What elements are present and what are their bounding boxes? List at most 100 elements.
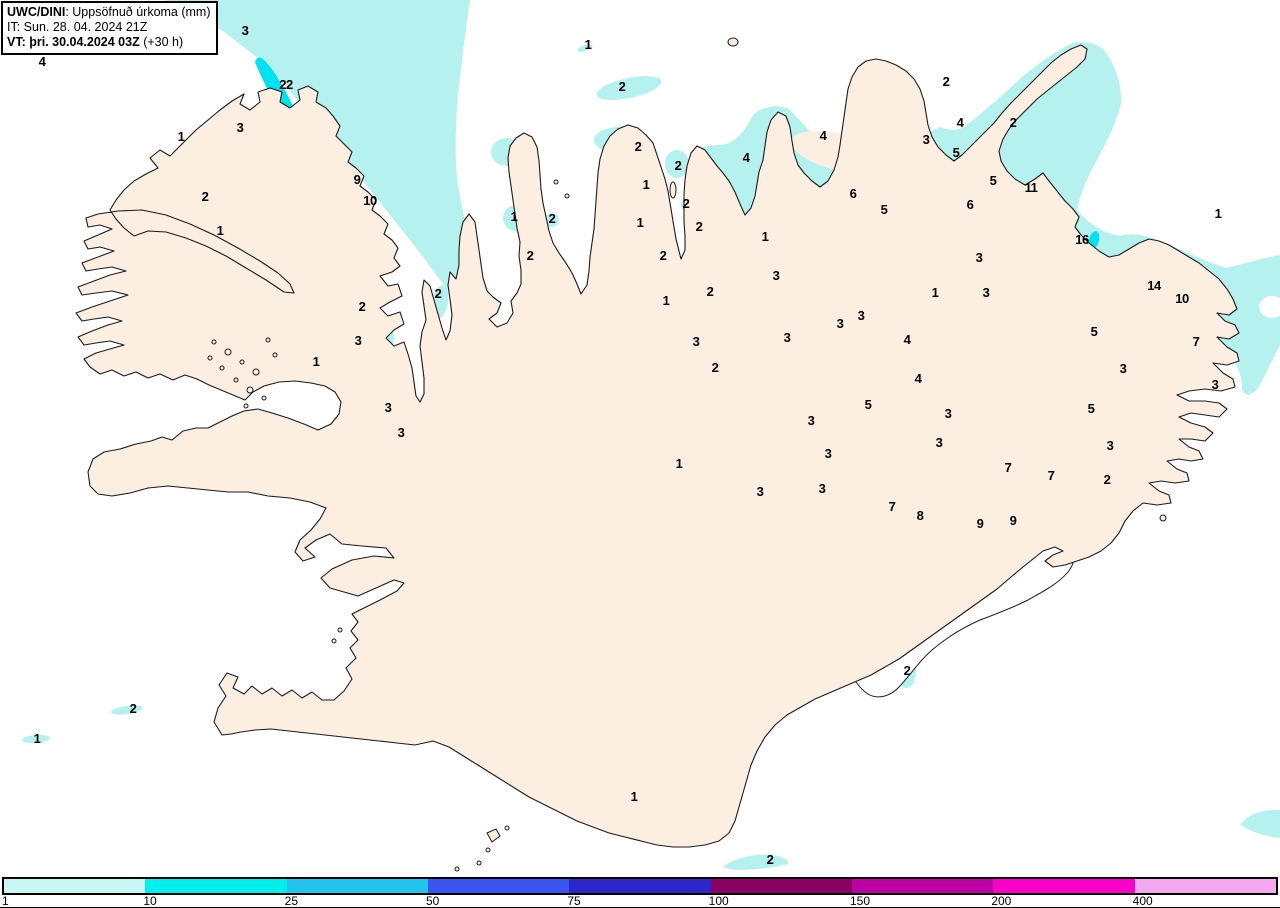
colorbar-tick-label: 25 xyxy=(284,894,299,908)
colorbar-tick-label: 400 xyxy=(1132,894,1153,908)
station-value: 2 xyxy=(634,139,642,155)
station-value: 1 xyxy=(675,456,683,472)
station-value: 2 xyxy=(942,74,950,90)
colorbar-segment-50 xyxy=(427,879,570,893)
station-value: 3 xyxy=(692,334,700,350)
station-value: 3 xyxy=(935,435,943,451)
station-value: 3 xyxy=(982,285,990,301)
station-value: 4 xyxy=(819,128,827,144)
station-value: 2 xyxy=(434,286,442,302)
station-value: 3 xyxy=(354,333,362,349)
station-value: 2 xyxy=(358,299,366,315)
station-value: 3 xyxy=(783,330,791,346)
station-value: 2 xyxy=(129,701,137,717)
colorbar-tick-label: 200 xyxy=(991,894,1012,908)
islands xyxy=(207,37,1167,872)
station-value: 7 xyxy=(888,499,896,515)
station-value: 2 xyxy=(201,189,209,205)
station-value: 14 xyxy=(1147,278,1161,294)
station-value: 2 xyxy=(526,248,534,264)
station-value: 1 xyxy=(662,293,670,309)
papey-island xyxy=(1159,514,1167,522)
station-value: 1 xyxy=(761,229,769,245)
station-value: 3 xyxy=(1211,377,1219,393)
station-value: 2 xyxy=(674,158,682,174)
station-value: 3 xyxy=(807,413,815,429)
colorbar-segment-400 xyxy=(1134,879,1276,893)
station-value: 5 xyxy=(989,173,997,189)
colorbar-segment-10 xyxy=(145,879,287,893)
station-value: 11 xyxy=(1024,180,1038,196)
station-value: 1 xyxy=(312,354,320,370)
sea-gap xyxy=(1259,296,1280,318)
station-value: 3 xyxy=(824,446,832,462)
station-value: 4 xyxy=(903,332,911,348)
colorbar-tick-label: 50 xyxy=(426,894,440,908)
station-value: 2 xyxy=(706,284,714,300)
station-value: 2 xyxy=(618,79,626,95)
station-value: 6 xyxy=(966,197,974,213)
station-value: 3 xyxy=(944,406,952,422)
map-info-box: UWC/DINI: Uppsöfnuð úrkoma (mm) IT: Sun.… xyxy=(1,1,218,55)
station-value: 2 xyxy=(548,211,556,227)
station-value: 1 xyxy=(177,129,185,145)
station-value: 3 xyxy=(241,23,249,39)
init-time-line: IT: Sun. 28. 04. 2024 21Z xyxy=(7,20,148,34)
station-value: 2 xyxy=(695,219,703,235)
breidafjordur-islands xyxy=(207,337,278,409)
station-value: 3 xyxy=(384,400,392,416)
colorbar-tick-label: 75 xyxy=(567,894,581,908)
station-value: 1 xyxy=(216,223,224,239)
colorbar-segment-1 xyxy=(4,879,146,893)
station-value: 1 xyxy=(931,285,939,301)
station-value: 6 xyxy=(849,186,857,202)
colorbar-tick-label: 10 xyxy=(143,894,157,908)
station-value: 7 xyxy=(1047,468,1055,484)
station-values-layer: 3 4 1 2 22 2 4 2 4 3 5 3 1 2 4 2 9 1 5 11 6 2 10 2 5 6 1 2 1 1 2 1 1 16 2 2… xyxy=(33,23,1222,867)
station-value: 5 xyxy=(1090,324,1098,340)
station-value: 1 xyxy=(642,177,650,193)
iceland-map xyxy=(22,0,1280,872)
station-value: 9 xyxy=(1009,513,1017,529)
precipitation-colorbar: 1 10 25 50 75 100 150 200 400 xyxy=(2,877,1278,908)
product-description: : Uppsöfnuð úrkoma (mm) xyxy=(65,5,211,19)
station-value: 5 xyxy=(864,397,872,413)
station-value: 4 xyxy=(956,115,964,131)
station-value: 4 xyxy=(38,54,46,70)
valid-time-line: VT: þri. 30.04.2024 03Z (+30 h) xyxy=(7,35,211,50)
station-value: 2 xyxy=(1103,472,1111,488)
station-value: 2 xyxy=(711,360,719,376)
station-value: 1 xyxy=(636,215,644,231)
station-value: 4 xyxy=(914,371,922,387)
station-value: 9 xyxy=(353,172,361,188)
station-value: 3 xyxy=(1119,361,1127,377)
station-value: 2 xyxy=(659,248,667,264)
station-value: 22 xyxy=(279,77,293,93)
station-value: 3 xyxy=(857,308,865,324)
hrisey-island xyxy=(669,181,677,199)
station-value: 3 xyxy=(236,120,244,136)
colorbar-tick-label: 150 xyxy=(850,894,871,908)
station-value: 5 xyxy=(952,145,960,161)
grimsey-island xyxy=(727,37,739,47)
station-value: 3 xyxy=(836,316,844,332)
station-value: 3 xyxy=(1106,438,1114,454)
station-value: 10 xyxy=(363,193,377,209)
valid-time: VT: þri. 30.04.2024 03Z xyxy=(7,35,140,49)
station-value: 1 xyxy=(510,209,518,225)
colorbar-segment-150 xyxy=(851,879,994,893)
lead-time: (+30 h) xyxy=(139,35,184,49)
product-title-line: UWC/DINI: Uppsöfnuð úrkoma (mm) xyxy=(7,5,211,20)
drangey-island xyxy=(553,179,559,185)
station-value: 1 xyxy=(33,731,41,747)
station-value: 3 xyxy=(818,481,826,497)
station-value: 1 xyxy=(584,37,592,53)
station-value: 3 xyxy=(975,250,983,266)
station-value: 2 xyxy=(682,196,690,212)
colorbar-labels: 1 10 25 50 75 100 150 200 400 xyxy=(2,894,1278,908)
sea-precip-slivers xyxy=(22,44,1280,870)
colorbar-segment-200 xyxy=(993,879,1135,893)
heimaey-island xyxy=(486,828,501,843)
colorbar-segment-100 xyxy=(710,879,852,893)
